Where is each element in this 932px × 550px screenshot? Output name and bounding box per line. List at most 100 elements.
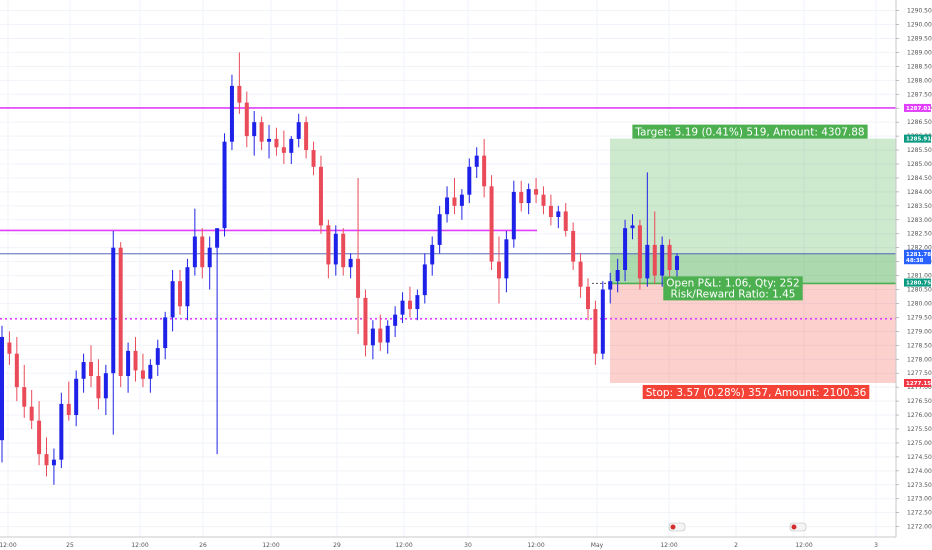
candle-up [445,197,450,215]
candle-down [578,261,583,287]
candle-up [185,267,190,307]
price-tick-label: 1282.50 [907,231,932,238]
candle-up [192,236,197,268]
candle-down [259,122,264,142]
price-tick-label: 1274.50 [907,454,932,461]
price-tick-label: 1272.50 [907,510,932,517]
price-tick-label: 1277.50 [907,370,932,377]
candle-down [356,258,361,298]
candle-down [571,230,576,262]
candle-up [229,85,234,142]
us-flag-icon [791,524,797,530]
candle-up [437,214,442,245]
candle-down [548,205,553,217]
candle-up [163,317,168,349]
price-tick-label: 1276.00 [907,412,932,419]
us-flag-icon [670,524,676,530]
time-tick-label: 3 [874,542,878,549]
candle-up [207,247,212,268]
price-tick-label: 1288.00 [907,77,932,84]
candle-down [178,281,183,307]
candle-up [511,191,516,240]
time-tick-label: May [591,542,604,549]
time-tick-label: 12:00 [0,542,17,549]
time-axis-bg [0,537,896,550]
candle-down [244,102,249,137]
candle-down [363,297,368,346]
price-tag [904,249,931,258]
price-axis[interactable]: 1290.50 1290.00 1289.50 1289.00 1288.50 1288.… [895,0,932,550]
candle-up [333,233,338,265]
candle-up [222,141,227,229]
candle-down [541,194,546,206]
price-tag-label: 1281.78 [906,252,931,258]
candle-up [215,228,220,248]
price-tick-label: 1280.00 [907,300,932,307]
price-tick-label: 1277.00 [907,384,932,391]
candle-up [126,350,131,376]
price-tick-label: 1289.50 [907,35,932,42]
price-tick-label: 1283.50 [907,203,932,210]
candle-down [133,350,138,371]
target-label-bg [632,124,868,139]
target-label: Target: 5.19 (0.41%) 519, Amount: 4307.8… [632,124,868,139]
candle-down [37,420,42,455]
time-tick-label: 30 [464,542,472,549]
candle-up [400,300,405,315]
price-tag [904,278,931,287]
price-tick-label: 1282.00 [907,245,932,252]
candle-up [675,256,679,270]
time-axis[interactable]: 12:00 25 12:00 26 12:00 29 12:00 30 12:00 May 12:0… [0,536,896,550]
candle-down [14,353,19,388]
time-tick-label: 12:00 [131,542,148,549]
price-tick-label: 1279.50 [907,314,932,321]
candle-down [496,261,501,279]
candle-up [252,122,257,137]
candle-up [170,281,175,318]
pnl-label-text: Open P&L: 1.06, Qty: 252 [666,277,799,289]
stop-label: Stop: 3.57 (0.28%) 357, Amount: 2100.36 [642,384,870,399]
time-tick-label: 12:00 [527,542,544,549]
price-tick-label: 1276.50 [907,398,932,405]
candle-down [140,370,145,379]
candle-up [81,362,86,379]
price-tick-label: 1286.50 [907,119,932,126]
candle-up [74,378,79,416]
time-tick-label: 25 [66,542,74,549]
stop-label-bg [642,384,870,399]
candle-up [148,364,153,379]
candle-down [534,189,539,195]
price-tag-label: 1277.15 [906,381,931,387]
price-tick-label: 1284.50 [907,175,932,182]
price-tag [904,103,931,112]
price-tag [904,256,931,265]
price-tag-label: 1280.75 [906,281,931,287]
price-tick-label: 1275.00 [907,440,932,447]
price-tick-label: 1289.00 [907,49,932,56]
price-tick-label: 1275.50 [907,426,932,433]
candle-up [385,325,390,343]
candle-down [667,244,672,270]
candle-down [304,122,309,151]
candle-down [563,211,568,231]
price-tick-label: 1285.50 [907,147,932,154]
price-tick-label: 1278.50 [907,342,932,349]
time-tick-label: 29 [333,542,341,549]
price-tag-label: 1287.01 [906,106,931,112]
stop-label-text: Stop: 3.57 (0.28%) 357, Amount: 2100.36 [646,387,867,399]
candle-up [155,348,160,365]
candle-up [526,189,531,204]
candle-down [452,197,457,206]
grid [0,0,896,537]
candle-up [348,258,353,268]
price-tick-label: 1273.50 [907,482,932,489]
price-tick-label: 1284.00 [907,189,932,196]
candles [0,52,679,485]
candle-up [474,155,479,167]
candle-down [118,247,123,376]
candle-up [608,281,613,290]
candle-up [393,314,398,326]
candle-down [89,362,94,376]
